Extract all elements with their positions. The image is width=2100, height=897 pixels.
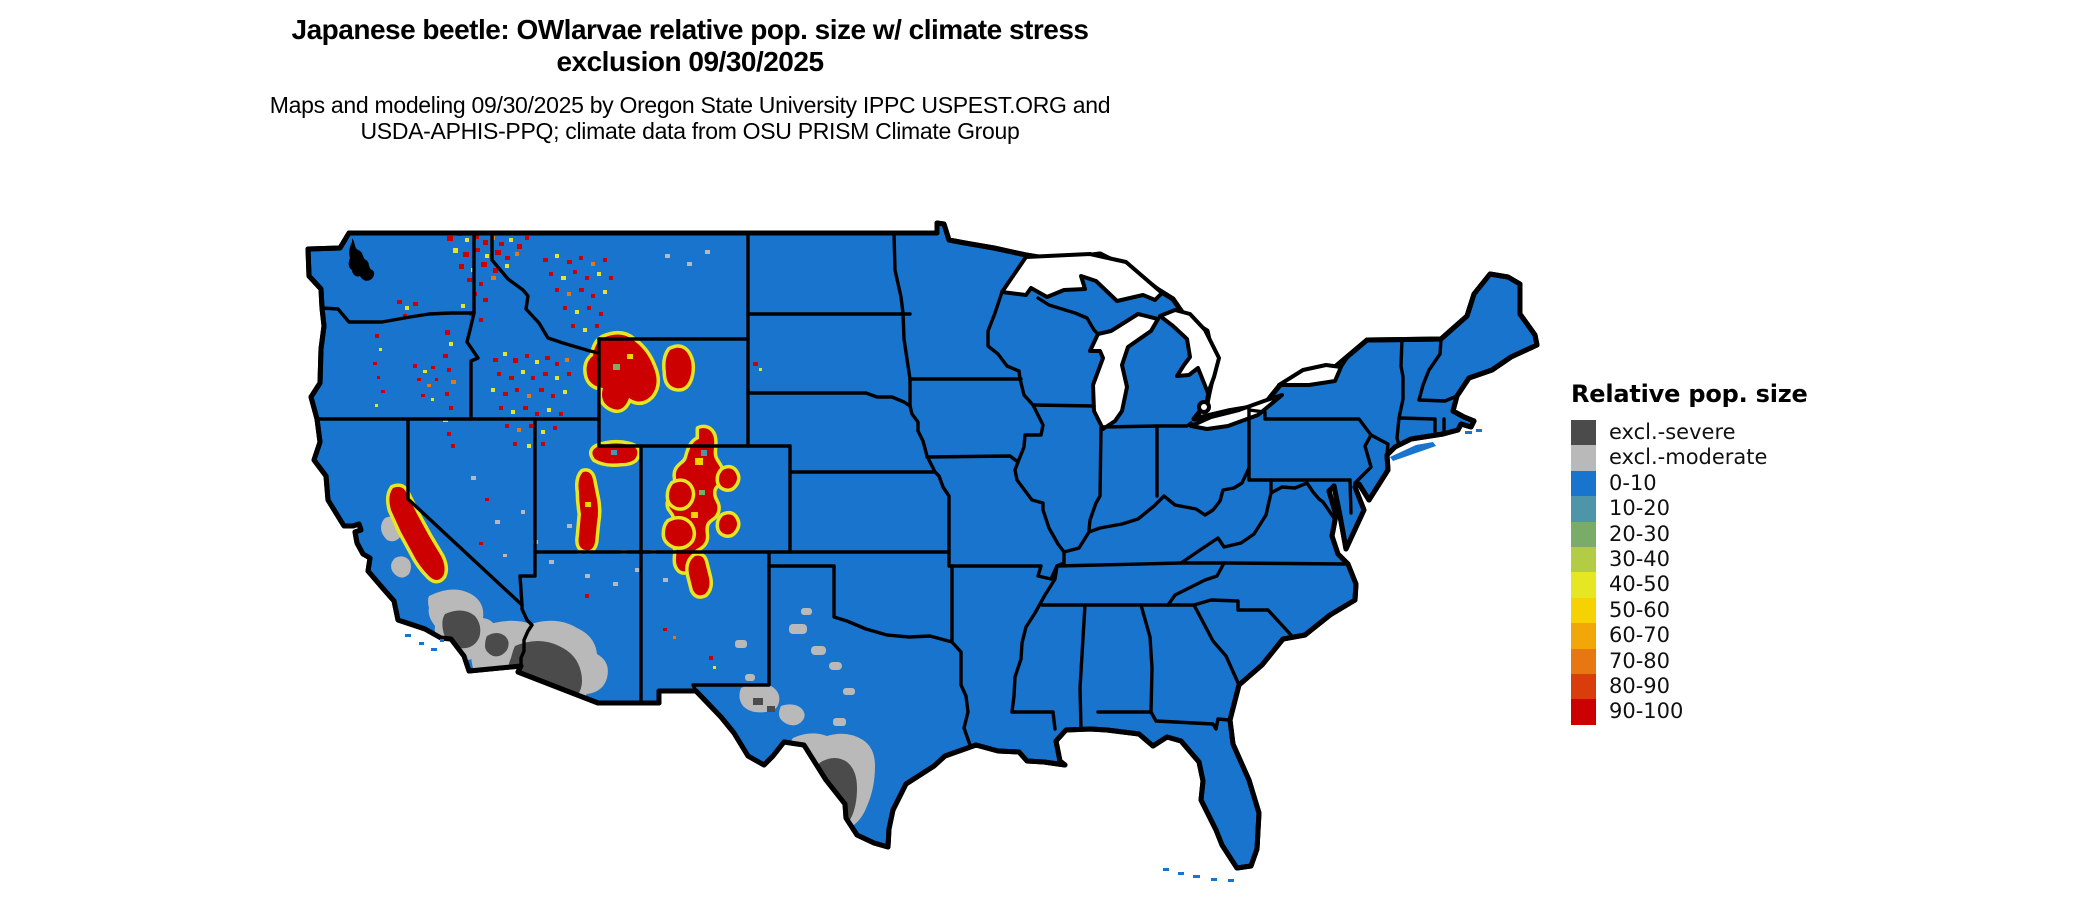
figure-subtitle-line2: USDA-APHIS-PPQ; climate data from OSU PR… (360, 118, 1020, 144)
legend-swatch (1571, 699, 1596, 725)
legend-swatch (1571, 420, 1596, 446)
legend-label: 60-70 (1609, 623, 1671, 648)
legend-item: excl.-severe (1571, 420, 1808, 446)
islands (405, 429, 1482, 882)
legend-swatch (1571, 546, 1596, 573)
lake-huron (1158, 308, 1221, 395)
legend-label: 90-100 (1609, 699, 1684, 724)
figure-title-line2: exclusion 09/30/2025 (556, 46, 824, 77)
legend-title: Relative pop. size (1571, 380, 1808, 408)
legend-label: 30-40 (1609, 546, 1671, 571)
legend-swatch (1571, 470, 1596, 497)
figure-subtitle-line1: Maps and modeling 09/30/2025 by Oregon S… (269, 92, 1111, 118)
legend-label: 80-90 (1609, 673, 1671, 698)
lake-st-clair (1197, 400, 1211, 414)
legend-item: 50-60 (1571, 597, 1808, 624)
legend-swatch (1571, 648, 1596, 674)
legend-item: 0-10 (1571, 470, 1808, 497)
legend-item: 60-70 (1571, 623, 1808, 649)
legend-item: excl.-moderate (1571, 445, 1808, 471)
legend-item: 80-90 (1571, 673, 1808, 700)
state-borders (315, 231, 1459, 747)
legend-item: 20-30 (1571, 521, 1808, 547)
legend-swatch (1571, 445, 1596, 471)
legend-swatch (1571, 673, 1596, 700)
legend-item: 70-80 (1571, 648, 1808, 674)
lake-superior (1000, 252, 1164, 303)
figure-title-line1: Japanese beetle: OWlarvae relative pop. … (291, 14, 1089, 45)
legend-label: 20-30 (1609, 521, 1671, 546)
figure-subtitle: Maps and modeling 09/30/2025 by Oregon S… (0, 92, 1380, 144)
legend-swatch (1571, 572, 1596, 598)
legend-label: excl.-severe (1609, 420, 1736, 444)
legend-items: excl.-severe excl.-moderate 0-10 10-20 20-30… (1571, 420, 1808, 725)
legend: Relative pop. size excl.-severe excl.-mod… (1571, 380, 1808, 725)
legend-swatch (1571, 496, 1596, 522)
lake-ontario (1277, 363, 1343, 387)
legend-label: 50-60 (1609, 597, 1671, 622)
lake-erie (1189, 393, 1284, 431)
lake-michigan (1088, 312, 1160, 431)
legend-item: 30-40 (1571, 546, 1808, 573)
legend-item: 10-20 (1571, 496, 1808, 522)
legend-item: 40-50 (1571, 572, 1808, 598)
us-map-svg (233, 158, 1563, 882)
legend-swatch (1571, 597, 1596, 624)
legend-label: 70-80 (1609, 648, 1671, 673)
puget-sound-coast (348, 238, 375, 281)
legend-swatch (1571, 521, 1596, 547)
legend-label: 10-20 (1609, 496, 1671, 521)
us-map (233, 158, 1563, 892)
legend-swatch (1571, 623, 1596, 649)
legend-item: 90-100 (1571, 699, 1808, 725)
legend-label: excl.-moderate (1609, 445, 1768, 470)
legend-label: 40-50 (1609, 572, 1671, 597)
legend-label: 0-10 (1609, 470, 1657, 495)
figure-header: Japanese beetle: OWlarvae relative pop. … (0, 14, 1380, 144)
